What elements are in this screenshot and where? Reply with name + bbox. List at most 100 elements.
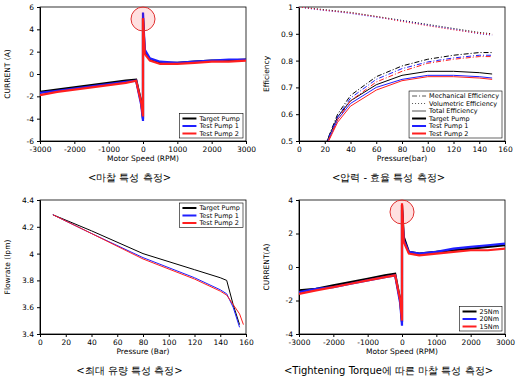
y-axis-title: Efficiency [262, 55, 271, 92]
tick-label: 100 [162, 338, 177, 347]
tick-label: 0 [29, 70, 34, 79]
series-line [53, 215, 244, 325]
tick-mark [471, 334, 472, 337]
frame [40, 7, 246, 141]
legend-box [409, 91, 502, 138]
axis-line [300, 142, 506, 145]
tick-mark [195, 334, 196, 337]
tick-mark [428, 141, 429, 144]
legend-swatch [182, 222, 196, 224]
tick-mark [296, 87, 299, 88]
tick: 20 [320, 141, 330, 154]
tick: 100 [162, 334, 177, 347]
tick-label: 0.8 [281, 57, 293, 66]
tick: 0 [400, 334, 405, 347]
tick: -2000 [323, 334, 345, 347]
tick: 140 [473, 141, 488, 154]
tick: 140 [214, 334, 229, 347]
tick-label: 160 [498, 145, 513, 154]
frame [299, 7, 505, 141]
tick-mark [296, 234, 299, 235]
tick-label: 120 [188, 338, 203, 347]
tick-mark [402, 141, 403, 144]
legend: Target PumpTest Pump 1Test Pump 2 [179, 203, 243, 228]
plot-area: 0204060801001201401603.43.63.844.24.4Tar… [3, 196, 254, 356]
legend-label: Test Pump 2 [198, 219, 238, 227]
tick: 40 [87, 334, 97, 347]
tick: 0 [29, 70, 40, 79]
tick-label: 140 [214, 338, 229, 347]
legend-swatch [182, 207, 196, 209]
x-axis-title: Pressure (Bar) [116, 347, 169, 356]
tick: 0 [141, 141, 146, 154]
tick: 2 [288, 229, 299, 238]
tick-label: 160 [239, 338, 254, 347]
plot-area: -3000-2000-10000100020003000-4-202425Nm2… [262, 196, 515, 356]
tick-label: 20 [61, 338, 71, 347]
caption: <Tightening Torque에 따른 마찰 특성 측정> [284, 365, 493, 376]
tick: 4 [29, 250, 40, 259]
tick: 4.4 [22, 196, 40, 205]
caption: <압력 - 효율 특성 측정> [332, 172, 445, 183]
tick: 0 [297, 141, 302, 154]
series-line [325, 77, 492, 141]
plot-background [299, 7, 505, 141]
tick-mark [109, 141, 110, 144]
tick-mark [66, 334, 67, 337]
tick-mark [177, 141, 178, 144]
tick: 1000 [427, 334, 446, 347]
y-axis: 3.43.63.844.24.4 [22, 196, 40, 339]
tick-label: 0.5 [281, 137, 293, 146]
tick-mark [169, 334, 170, 337]
tick-mark [296, 267, 299, 268]
tick-mark [37, 334, 40, 335]
tick-mark [143, 334, 144, 337]
y-axis: 0.50.60.70.80.91 [281, 3, 299, 146]
series-line [325, 75, 492, 141]
y-axis-title: CURRENT (A) [3, 49, 12, 99]
tick-label: -2000 [323, 338, 345, 347]
tick: -1000 [98, 141, 120, 154]
tick: 1000 [168, 141, 187, 154]
tick-label: 100 [421, 145, 436, 154]
tick-mark [246, 334, 247, 337]
tick-label: 60 [372, 145, 382, 154]
tick-label: 0.6 [281, 110, 293, 119]
tick: 2000 [203, 141, 222, 154]
tick-mark [402, 334, 403, 337]
tick: 80 [398, 141, 408, 154]
x-axis-title: Motor Speed (RPM) [107, 154, 179, 163]
plot-background [299, 200, 505, 334]
tick-mark [296, 301, 299, 302]
tick: 60 [113, 334, 123, 347]
tick-label: 40 [346, 145, 356, 154]
tick-label: 0 [288, 263, 293, 272]
tick-label: 80 [139, 338, 149, 347]
tick-label: -1000 [357, 338, 379, 347]
tick: 4 [29, 25, 40, 34]
tick: 3.8 [22, 276, 40, 285]
legend-label: Test Pump 2 [198, 130, 238, 138]
tick: 0 [38, 334, 43, 347]
caption: <최대 유량 특성 측정> [76, 365, 182, 376]
tick-mark [505, 141, 506, 144]
legend-swatch [412, 118, 426, 120]
tick-mark [454, 141, 455, 144]
legend: 25Nm20Nm15Nm [460, 307, 502, 332]
tick: 6 [29, 3, 40, 12]
tick: 0.5 [281, 137, 299, 146]
tick-mark [143, 141, 144, 144]
series-line [53, 215, 240, 328]
tick-mark [212, 141, 213, 144]
tick-label: 4 [29, 25, 34, 34]
tick-label: -2 [27, 92, 35, 101]
series-line [299, 7, 492, 34]
series-line [299, 7, 492, 35]
legend-swatch [182, 118, 196, 120]
tick-mark [74, 141, 75, 144]
tick-label: -3000 [30, 145, 52, 154]
series-line [53, 215, 240, 325]
tick: 2000 [462, 334, 481, 347]
axis-line [300, 335, 506, 338]
tick-label: 2000 [203, 145, 222, 154]
